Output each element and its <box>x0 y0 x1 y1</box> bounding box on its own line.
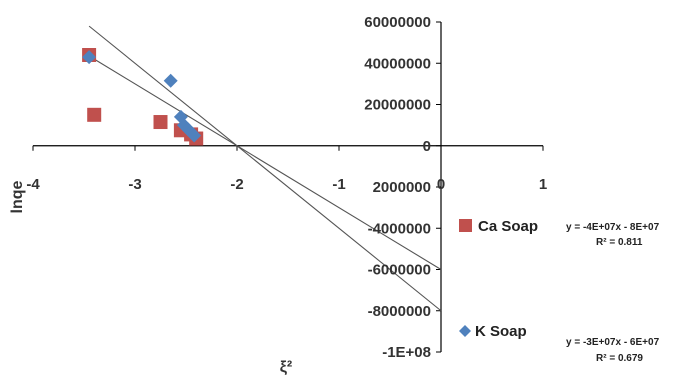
trendline-equations: y = -4E+07x - 8E+07 R² = 0.811 y = -3E+0… <box>566 222 660 364</box>
point-k-soap <box>82 50 97 65</box>
y-tick-label: 20000000 <box>364 97 431 114</box>
legend-label-ca-soap: Ca Soap <box>478 218 538 235</box>
point-k-soap <box>187 128 202 143</box>
x-tick-label: -4 <box>26 176 40 193</box>
y-tick-label: -8000000 <box>368 303 431 320</box>
equation-ca-soap: y = -4E+07x - 8E+07 <box>566 222 660 233</box>
y-axis-label: lnqe <box>9 180 26 213</box>
axes <box>32 21 544 353</box>
y-tick-label: -1E+08 <box>382 344 431 361</box>
trendline-k-soap <box>88 55 442 270</box>
tick-labels: -4 -3 -2 -1 0 1 60000000 40000000 20000000 0 20000… <box>26 14 547 361</box>
y-tick-label: 0 <box>423 138 431 155</box>
legend-marker-k-soap <box>459 325 471 337</box>
x-tick-label: -1 <box>332 176 345 193</box>
equation-k-soap: y = -3E+07x - 6E+07 <box>566 337 660 348</box>
y-tick-label: -6000000 <box>368 262 431 279</box>
trendline-ca-soap <box>88 25 442 312</box>
x-tick-label: 1 <box>539 176 547 193</box>
x-tick-label: -2 <box>230 176 243 193</box>
point-ca-soap <box>87 107 102 122</box>
point-k-soap <box>163 73 178 88</box>
data-points <box>82 48 204 146</box>
legend: Ca Soap K Soap <box>459 218 538 340</box>
r-squared-k-soap: R² = 0.679 <box>596 353 643 364</box>
x-tick-label: 0 <box>437 176 445 193</box>
legend-marker-ca-soap <box>459 219 472 232</box>
y-tick-label: -4000000 <box>368 220 431 237</box>
r-squared-ca-soap: R² = 0.811 <box>596 237 643 248</box>
y-tick-label: 60000000 <box>364 14 431 31</box>
trendlines <box>88 25 442 312</box>
x-tick-label: -3 <box>128 176 141 193</box>
point-ca-soap <box>153 115 168 130</box>
y-tick-label: 2000000 <box>373 179 431 196</box>
legend-label-k-soap: K Soap <box>475 323 527 340</box>
y-tick-label: 40000000 <box>364 55 431 72</box>
x-axis-label: ξ² <box>280 359 292 376</box>
